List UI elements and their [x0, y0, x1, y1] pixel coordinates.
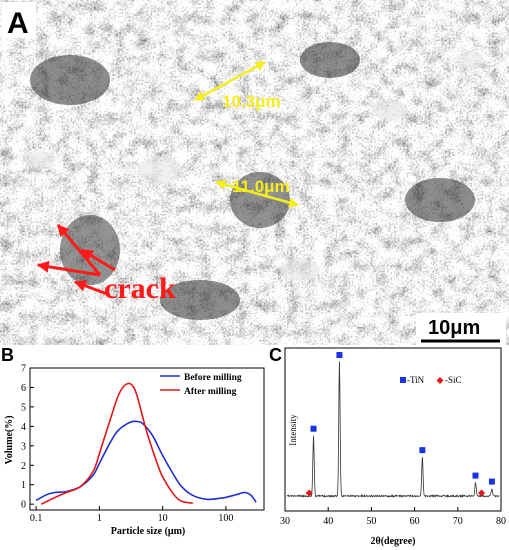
tin-peak-marker [488, 478, 495, 485]
measure-arrow-1 [194, 60, 266, 102]
series-before-milling [35, 420, 257, 503]
legend-tin: -TiN [407, 375, 425, 385]
panel-c-xtick-label: 70 [453, 516, 463, 527]
sic-peak-marker [305, 489, 313, 497]
tin-peak-marker [472, 472, 479, 479]
panel-c-xtick-label: 30 [280, 516, 290, 527]
panel-a-letter-box [2, 2, 36, 38]
panel-b-ytick-label: 4 [21, 422, 26, 433]
panel-b-ytick-label: 1 [21, 480, 26, 491]
panel-b-ytick-label: 3 [21, 441, 26, 452]
panel-c-letter: C [269, 345, 282, 365]
sic-peak-marker [478, 489, 486, 497]
panel-c-plot-frame [284, 347, 502, 512]
sem-bright-grains [25, 51, 484, 281]
measure-label-2: 11.0μm [232, 177, 290, 196]
panel-c-xtick-label: 80 [496, 516, 506, 527]
scale-bar-label: 10μm [428, 317, 480, 339]
legend-tin-marker [400, 377, 406, 383]
panel-b-legend: Before milling After milling [160, 373, 242, 397]
panel-b-xtick-label: 100 [218, 513, 233, 524]
panel-a-sem-image [0, 0, 509, 345]
panel-b-ylabel: Volume(%) [4, 415, 15, 464]
panel-b-ytick-label: 2 [21, 461, 26, 472]
panel-b-series [35, 382, 257, 505]
panel-b-xtick-label: 0.1 [30, 513, 43, 524]
measure-label-1: 10.3μm [222, 92, 281, 111]
crack-label: crack [104, 272, 176, 305]
panel-c-xtick-label: 60 [410, 516, 420, 527]
panel-b-ytick-label: 5 [21, 402, 26, 413]
panel-b-ticks: 0.1 1 10 100 0 1 2 3 4 5 6 7 [21, 364, 233, 525]
panel-b-xlabel: Particle size (μm) [111, 526, 186, 537]
legend-after-milling: After milling [184, 387, 237, 397]
panel-c-chart: C 30 40 50 60 70 80 -TiN -SiC 2θ(degree) Inte… [269, 345, 506, 547]
panel-b-letter: B [1, 345, 14, 365]
legend-sic-marker [436, 377, 444, 384]
panel-c-series [286, 352, 500, 499]
legend-sic: -SiC [445, 375, 462, 385]
tin-peak-marker [419, 447, 426, 454]
panel-a-letter: A [7, 7, 29, 40]
panel-c-xtick-label: 40 [323, 516, 333, 527]
panel-b-chart: B 0.1 1 10 100 0 1 2 3 4 5 6 7 Before milling After… [1, 345, 265, 537]
panel-c-legend: -TiN -SiC [400, 375, 462, 385]
tin-peak-marker [336, 352, 343, 358]
panel-c-xlabel: 2θ(degree) [370, 536, 415, 547]
xrd-pattern-line [286, 361, 500, 499]
crack-arrow-3 [80, 248, 116, 272]
legend-before-milling: Before milling [184, 373, 242, 383]
crack-arrow-4 [73, 280, 111, 297]
tin-peak-marker [310, 425, 317, 432]
panel-b-plot-frame [29, 367, 265, 511]
panel-b-ytick-label: 6 [21, 383, 26, 394]
panel-b-ytick-label: 7 [21, 364, 26, 375]
crack-arrow-1 [56, 224, 102, 276]
panel-b-xtick-label: 1 [97, 513, 102, 524]
panel-c-ylabel: Intensity [288, 414, 298, 446]
crack-arrow-2 [36, 260, 101, 277]
panel-c-ticks: 30 40 50 60 70 80 [280, 507, 506, 527]
panel-c-xtick-label: 50 [366, 516, 376, 527]
panel-b-xtick-label: 10 [158, 513, 168, 524]
series-after-milling [40, 382, 193, 505]
measure-arrow-2 [215, 179, 299, 208]
panel-b-ytick-label: 0 [21, 500, 26, 511]
